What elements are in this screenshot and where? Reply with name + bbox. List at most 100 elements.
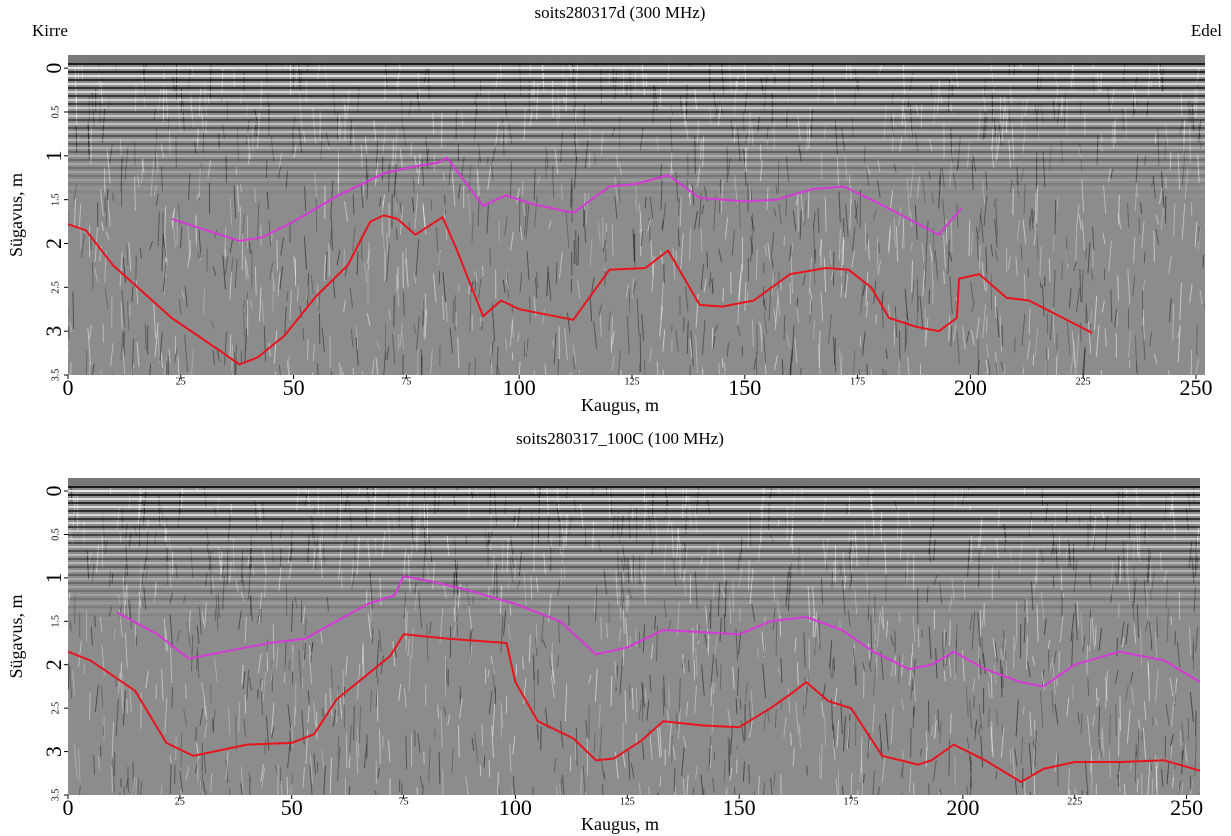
- texture: [1071, 330, 1076, 368]
- texture: [971, 160, 974, 190]
- texture: [898, 358, 900, 375]
- texture: [945, 655, 948, 666]
- texture: [1160, 550, 1162, 571]
- texture: [1060, 565, 1063, 576]
- texture: [701, 664, 705, 696]
- texture: [1073, 339, 1077, 375]
- texture: [1088, 609, 1092, 647]
- texture: [759, 321, 763, 342]
- texture: [644, 197, 647, 209]
- texture: [1048, 145, 1052, 172]
- texture: [850, 530, 854, 566]
- texture: [794, 637, 797, 652]
- texture: [415, 239, 420, 277]
- texture: [244, 694, 247, 714]
- texture: [1016, 220, 1020, 241]
- texture: [1177, 325, 1181, 363]
- texture: [785, 570, 789, 607]
- texture: [373, 120, 377, 142]
- texture: [421, 356, 423, 375]
- x-tick-label: 100: [503, 375, 536, 400]
- texture: [112, 192, 114, 201]
- texture: [1002, 630, 1006, 658]
- texture: [1149, 331, 1153, 347]
- x-tick-label: 250: [1170, 795, 1203, 820]
- texture: [229, 238, 234, 253]
- texture: [682, 568, 686, 583]
- texture: [254, 266, 257, 295]
- texture: [460, 156, 465, 179]
- texture: [127, 766, 129, 793]
- texture: [395, 266, 400, 292]
- texture: [862, 662, 866, 673]
- texture: [94, 684, 99, 712]
- texture: [867, 239, 870, 261]
- texture: [868, 662, 872, 672]
- texture: [948, 620, 951, 647]
- texture: [316, 363, 319, 375]
- texture: [893, 311, 896, 338]
- texture: [352, 126, 355, 154]
- texture: [919, 296, 924, 331]
- texture: [101, 222, 104, 231]
- texture: [1190, 780, 1193, 792]
- texture: [181, 289, 185, 299]
- texture: [985, 273, 988, 293]
- texture: [1133, 236, 1136, 263]
- texture: [555, 105, 560, 127]
- texture: [321, 327, 325, 353]
- texture: [971, 301, 975, 313]
- texture: [374, 538, 377, 556]
- texture: [1054, 703, 1059, 725]
- texture: [239, 207, 242, 244]
- texture: [78, 786, 81, 795]
- texture: [744, 681, 748, 703]
- texture: [1132, 276, 1136, 296]
- texture: [905, 550, 909, 586]
- texture: [823, 257, 827, 293]
- texture: [398, 684, 402, 701]
- y-tick-label: 2.5: [50, 281, 61, 294]
- texture: [443, 706, 447, 716]
- texture: [949, 149, 953, 188]
- texture: [235, 580, 239, 593]
- texture: [962, 326, 966, 350]
- texture: [419, 775, 423, 788]
- texture: [1142, 727, 1147, 760]
- texture: [312, 107, 317, 144]
- texture: [612, 331, 615, 345]
- texture: [830, 268, 835, 280]
- texture: [686, 774, 689, 795]
- texture: [1074, 603, 1078, 641]
- texture: [1140, 629, 1143, 666]
- texture: [1095, 698, 1100, 707]
- texture: [619, 657, 624, 695]
- texture: [743, 149, 747, 187]
- texture: [204, 602, 207, 629]
- texture: [1042, 669, 1045, 686]
- texture: [135, 778, 138, 795]
- texture: [762, 663, 767, 698]
- texture: [303, 635, 306, 667]
- texture: [851, 117, 854, 138]
- texture: [1082, 348, 1086, 375]
- texture: [1110, 289, 1113, 323]
- texture: [468, 605, 473, 631]
- texture: [977, 612, 981, 648]
- texture: [1160, 206, 1165, 231]
- radargram: [68, 478, 1200, 795]
- texture: [1041, 284, 1045, 317]
- texture: [1088, 572, 1092, 582]
- texture: [738, 281, 740, 307]
- texture: [1147, 663, 1150, 701]
- texture: [618, 163, 622, 175]
- texture: [770, 232, 775, 259]
- texture: [791, 325, 795, 363]
- texture: [87, 123, 90, 159]
- texture: [203, 485, 207, 509]
- texture: [1082, 634, 1086, 653]
- texture: [886, 620, 889, 637]
- x-tick-label: 150: [728, 375, 761, 400]
- texture: [773, 772, 776, 787]
- texture: [483, 755, 486, 768]
